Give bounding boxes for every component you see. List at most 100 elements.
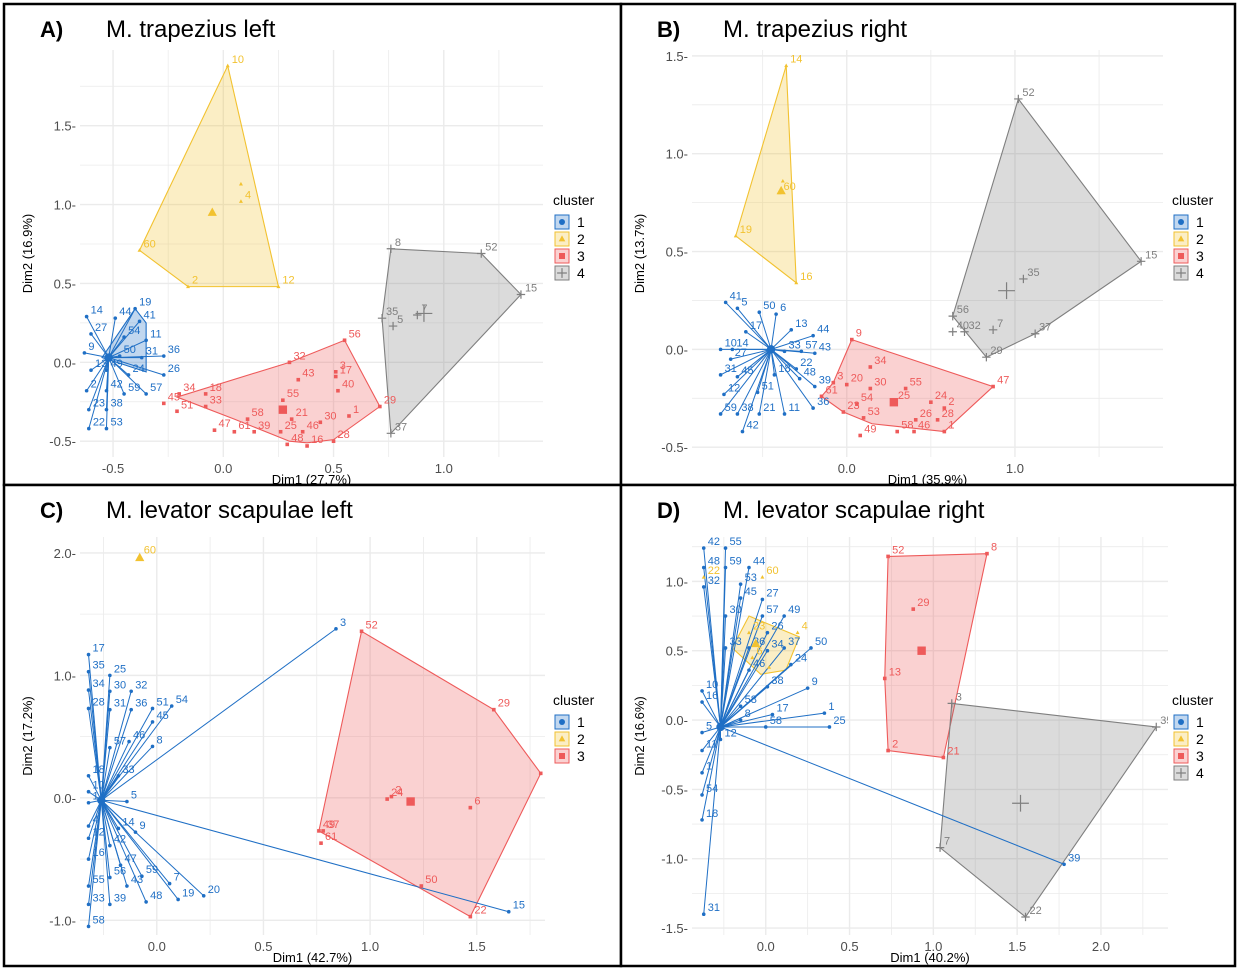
cluster-1-spoke	[720, 712, 825, 728]
point-label: 61	[826, 384, 838, 396]
data-point	[760, 614, 765, 618]
data-point	[780, 178, 785, 183]
point-label: 54	[176, 694, 188, 706]
panel-border	[619, 2, 1237, 487]
point-label: 38	[110, 398, 122, 410]
point-label: 14	[736, 337, 748, 349]
point-label: 24	[935, 390, 947, 402]
point-label: 45	[157, 710, 169, 722]
data-point	[116, 826, 121, 831]
data-point	[118, 863, 123, 867]
data-point	[718, 373, 723, 377]
y-tick-label: 0.0-	[666, 713, 688, 728]
data-point	[700, 748, 704, 753]
point-label: 45	[741, 365, 753, 377]
cluster-1-spoke	[701, 701, 721, 728]
data-point	[203, 392, 208, 396]
data-point	[811, 333, 815, 338]
data-point	[822, 711, 827, 715]
point-label: 8	[395, 237, 401, 249]
data-point	[86, 688, 91, 692]
x-tick-label: 0.5	[254, 939, 272, 954]
point-label: 58	[252, 407, 264, 419]
panel-title: M. levator scapulae right	[723, 497, 985, 524]
data-point	[276, 284, 281, 289]
data-point	[809, 646, 813, 650]
point-label: 1	[353, 404, 359, 416]
data-point	[861, 416, 866, 420]
point-label: 35	[1027, 267, 1039, 279]
point-label: 34	[183, 382, 195, 394]
data-point	[89, 332, 93, 336]
point-label: 13	[95, 358, 107, 370]
cluster-1-spoke	[758, 312, 772, 350]
point-label: 14	[91, 305, 103, 317]
cluster-1-center	[766, 345, 776, 354]
point-label: 25	[114, 663, 126, 675]
data-point	[468, 805, 473, 810]
data-point	[805, 686, 810, 690]
point-label: 52	[1022, 87, 1034, 99]
point-label: 47	[218, 418, 230, 430]
data-point	[855, 402, 859, 406]
data-point	[844, 382, 849, 387]
point-label: 21	[296, 407, 308, 419]
point-label: 5	[131, 790, 137, 802]
point-label: 43	[131, 874, 143, 886]
data-point	[104, 388, 109, 393]
y-tick-label: 1.0-	[666, 147, 688, 162]
cluster-4-hull	[381, 248, 522, 435]
data-point	[86, 902, 91, 907]
legend-key-marker	[1178, 753, 1184, 759]
point-label: 43	[819, 341, 831, 353]
legend-label: 3	[1196, 748, 1204, 764]
data-point	[133, 830, 138, 834]
cluster-1-spoke	[719, 597, 742, 728]
point-label: 41	[144, 309, 156, 321]
point-label: 42	[708, 536, 720, 548]
data-point	[281, 398, 285, 403]
data-point	[108, 707, 112, 712]
point-label: 43	[302, 368, 314, 380]
legend-key-marker	[558, 735, 566, 742]
legend-title: cluster	[553, 692, 595, 708]
data-point	[232, 429, 237, 434]
data-point	[735, 306, 740, 311]
point-label: 29	[498, 698, 510, 710]
y-tick-label: 1.0-	[54, 198, 76, 213]
point-label: 57	[766, 604, 778, 616]
data-point	[86, 824, 91, 828]
point-label: 37	[395, 421, 407, 433]
point-label: 60	[783, 181, 795, 193]
point-label: 56	[957, 304, 969, 316]
legend-title: cluster	[553, 192, 595, 208]
cluster-1-spoke	[108, 336, 125, 358]
point-label: 22	[800, 357, 812, 369]
point-label: 25	[898, 390, 910, 402]
point-label: 35	[93, 660, 105, 672]
data-point	[169, 704, 174, 708]
cluster-1-spoke	[108, 357, 125, 395]
y-tick-label: 0.5-	[666, 245, 688, 260]
data-point	[811, 406, 815, 410]
point-label: 3	[340, 360, 346, 372]
data-point	[108, 875, 112, 880]
point-label: 51	[181, 399, 193, 411]
cluster-1-spoke	[88, 800, 102, 839]
data-point	[789, 662, 793, 667]
cluster-1-spoke	[770, 314, 777, 350]
data-point	[86, 669, 91, 674]
cluster-4-center	[998, 282, 1015, 300]
data-point	[477, 249, 486, 258]
cluster-1-spoke	[88, 800, 102, 860]
legend-label: 4	[577, 265, 585, 281]
data-point	[827, 725, 832, 729]
data-point	[289, 417, 294, 421]
cluster-1-spoke	[108, 357, 164, 376]
y-axis-title: Dim2 (16.9%)	[20, 214, 35, 293]
point-label: 47	[997, 375, 1009, 387]
data-point	[140, 874, 144, 879]
